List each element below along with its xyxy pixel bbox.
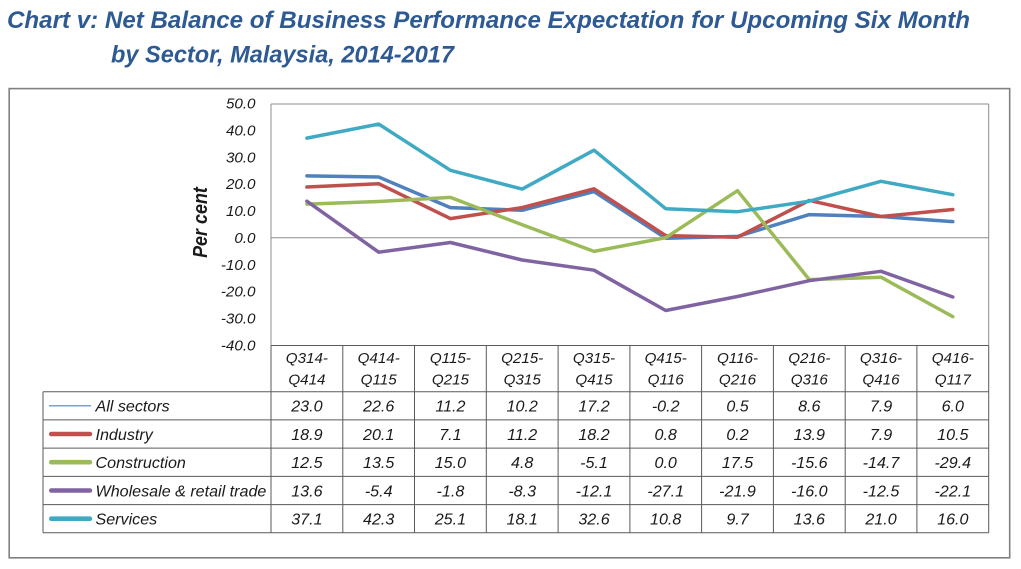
- svg-text:42.3: 42.3: [363, 511, 394, 529]
- svg-text:by Sector, Malaysia, 2014-2017: by Sector, Malaysia, 2014-2017: [111, 42, 456, 69]
- svg-text:Chart v: Net Balance of Busine: Chart v: Net Balance of Business Perform…: [7, 7, 970, 34]
- svg-text:32.6: 32.6: [578, 511, 609, 529]
- svg-text:13.5: 13.5: [363, 454, 394, 472]
- svg-text:-5.1: -5.1: [580, 454, 608, 472]
- svg-text:-21.9: -21.9: [719, 482, 756, 500]
- svg-text:-10.0: -10.0: [221, 257, 256, 274]
- svg-text:-27.1: -27.1: [647, 482, 684, 500]
- svg-text:7.1: 7.1: [439, 426, 461, 444]
- svg-text:13.6: 13.6: [794, 511, 825, 529]
- svg-text:-20.0: -20.0: [221, 284, 256, 301]
- svg-text:22.6: 22.6: [362, 398, 394, 416]
- svg-text:40.0: 40.0: [226, 123, 256, 140]
- svg-text:Q215-: Q215-: [501, 350, 543, 367]
- svg-text:18.9: 18.9: [291, 426, 322, 444]
- svg-text:10.0: 10.0: [226, 203, 256, 220]
- svg-text:7.9: 7.9: [870, 426, 892, 444]
- svg-text:-40.0: -40.0: [221, 337, 256, 354]
- svg-text:0.2: 0.2: [726, 426, 748, 444]
- svg-text:4.8: 4.8: [511, 454, 533, 472]
- svg-text:21.0: 21.0: [864, 511, 896, 529]
- svg-text:13.6: 13.6: [291, 482, 322, 500]
- svg-text:-0.2: -0.2: [652, 398, 680, 416]
- svg-text:Services: Services: [96, 511, 158, 529]
- svg-text:15.0: 15.0: [435, 454, 466, 472]
- svg-text:30.0: 30.0: [226, 149, 256, 166]
- svg-text:-29.4: -29.4: [934, 454, 971, 472]
- svg-text:0.8: 0.8: [655, 426, 677, 444]
- svg-text:Q414-: Q414-: [358, 350, 400, 367]
- svg-text:Wholesale & retail trade: Wholesale & retail trade: [96, 482, 267, 500]
- svg-text:-5.4: -5.4: [365, 482, 393, 500]
- svg-text:Q216: Q216: [719, 371, 757, 388]
- svg-text:Q414: Q414: [288, 371, 325, 388]
- svg-text:17.5: 17.5: [722, 454, 753, 472]
- svg-text:-12.5: -12.5: [863, 482, 900, 500]
- svg-text:-30.0: -30.0: [221, 310, 256, 327]
- svg-text:-8.3: -8.3: [508, 482, 536, 500]
- svg-text:10.8: 10.8: [650, 511, 681, 529]
- svg-text:All sectors: All sectors: [95, 398, 170, 416]
- svg-text:Q315: Q315: [504, 371, 542, 388]
- svg-text:0.0: 0.0: [234, 230, 256, 247]
- svg-text:-14.7: -14.7: [863, 454, 901, 472]
- svg-text:16.0: 16.0: [937, 511, 968, 529]
- svg-text:10.2: 10.2: [507, 398, 538, 416]
- svg-text:-15.6: -15.6: [791, 454, 828, 472]
- svg-text:Q216-: Q216-: [788, 350, 830, 367]
- svg-text:-12.1: -12.1: [576, 482, 613, 500]
- svg-text:20.0: 20.0: [225, 176, 256, 193]
- svg-text:Q316: Q316: [791, 371, 829, 388]
- svg-text:Q115-: Q115-: [430, 350, 471, 367]
- svg-text:Q117: Q117: [935, 371, 972, 388]
- svg-text:Q115: Q115: [361, 371, 398, 388]
- svg-text:Q316-: Q316-: [860, 350, 902, 367]
- svg-text:12.5: 12.5: [291, 454, 322, 472]
- svg-text:50.0: 50.0: [226, 96, 256, 113]
- svg-text:23.0: 23.0: [290, 398, 322, 416]
- svg-text:37.1: 37.1: [291, 511, 322, 529]
- svg-text:0.5: 0.5: [726, 398, 748, 416]
- svg-text:-22.1: -22.1: [934, 482, 971, 500]
- svg-text:17.2: 17.2: [578, 398, 609, 416]
- svg-text:18.2: 18.2: [578, 426, 609, 444]
- svg-text:Q315-: Q315-: [573, 350, 615, 367]
- svg-text:Construction: Construction: [96, 454, 186, 472]
- svg-text:Q116-: Q116-: [717, 350, 758, 367]
- svg-text:11.2: 11.2: [435, 398, 465, 416]
- svg-text:Q416-: Q416-: [932, 350, 974, 367]
- svg-text:10.5: 10.5: [937, 426, 968, 444]
- svg-text:-16.0: -16.0: [791, 482, 828, 500]
- svg-text:6.0: 6.0: [942, 398, 964, 416]
- svg-text:8.6: 8.6: [798, 398, 820, 416]
- svg-text:9.7: 9.7: [726, 511, 749, 529]
- svg-text:25.1: 25.1: [434, 511, 466, 529]
- svg-text:Q415: Q415: [575, 371, 613, 388]
- svg-text:Per cent: Per cent: [189, 186, 212, 258]
- svg-text:Industry: Industry: [96, 426, 154, 444]
- svg-text:Q416: Q416: [862, 371, 900, 388]
- svg-text:20.1: 20.1: [362, 426, 394, 444]
- svg-text:-1.8: -1.8: [437, 482, 465, 500]
- svg-text:18.1: 18.1: [507, 511, 538, 529]
- svg-text:11.2: 11.2: [507, 426, 537, 444]
- svg-text:13.9: 13.9: [794, 426, 825, 444]
- svg-text:Q116: Q116: [648, 371, 685, 388]
- svg-text:0.0: 0.0: [655, 454, 677, 472]
- svg-text:Q215: Q215: [432, 371, 470, 388]
- svg-text:7.9: 7.9: [870, 398, 892, 416]
- svg-text:Q415-: Q415-: [645, 350, 687, 367]
- svg-text:Q314-: Q314-: [286, 350, 328, 367]
